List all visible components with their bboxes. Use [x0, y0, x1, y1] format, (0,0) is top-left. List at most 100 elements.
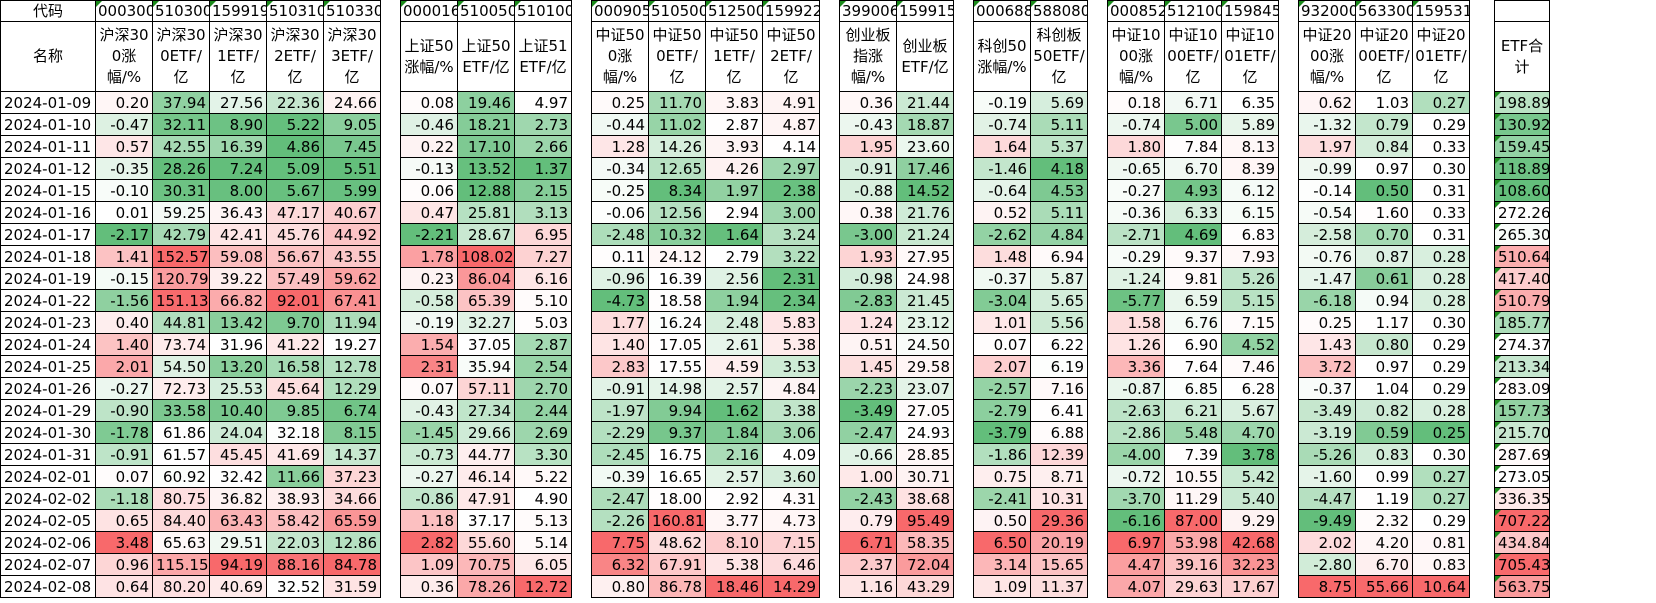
- value-cell[interactable]: 72.04: [896, 553, 954, 576]
- value-cell[interactable]: 7.84: [1164, 135, 1222, 158]
- value-cell[interactable]: 4.07: [1107, 575, 1165, 598]
- value-cell[interactable]: 0.61: [1355, 267, 1413, 290]
- value-cell[interactable]: -0.29: [1107, 245, 1165, 268]
- value-cell[interactable]: -0.86: [400, 487, 458, 510]
- value-cell[interactable]: 0.30: [1412, 443, 1470, 466]
- value-cell[interactable]: -2.62: [973, 223, 1031, 246]
- value-cell[interactable]: 78.26: [457, 575, 515, 598]
- value-cell[interactable]: 1.26: [1107, 333, 1165, 356]
- value-cell[interactable]: -1.60: [1298, 465, 1356, 488]
- value-cell[interactable]: 2.82: [400, 531, 458, 554]
- value-cell[interactable]: 2.73: [514, 113, 572, 136]
- value-cell[interactable]: -0.91: [839, 157, 897, 180]
- value-cell[interactable]: 1.19: [1355, 487, 1413, 510]
- value-cell[interactable]: 0.52: [973, 201, 1031, 224]
- value-cell[interactable]: 11.70: [648, 91, 706, 114]
- value-cell[interactable]: 213.34: [1494, 355, 1550, 378]
- value-cell[interactable]: -0.91: [95, 443, 153, 466]
- value-cell[interactable]: 434.84: [1494, 531, 1550, 554]
- value-cell[interactable]: 32.42: [209, 465, 267, 488]
- value-cell[interactable]: -0.44: [591, 113, 649, 136]
- value-cell[interactable]: -0.06: [591, 201, 649, 224]
- value-cell[interactable]: 37.17: [457, 509, 515, 532]
- value-cell[interactable]: 23.07: [896, 377, 954, 400]
- value-cell[interactable]: 29.66: [457, 421, 515, 444]
- value-cell[interactable]: 45.64: [266, 377, 324, 400]
- code-header-label[interactable]: 代码: [0, 0, 96, 22]
- value-cell[interactable]: 0.25: [1412, 421, 1470, 444]
- column-name-cell[interactable]: 中证1000ETF/亿: [1164, 21, 1222, 92]
- value-cell[interactable]: 20.19: [1030, 531, 1088, 554]
- value-cell[interactable]: 4.53: [1030, 179, 1088, 202]
- value-cell[interactable]: 272.26: [1494, 201, 1550, 224]
- value-cell[interactable]: 0.83: [1355, 443, 1413, 466]
- value-cell[interactable]: 3.22: [762, 245, 820, 268]
- value-cell[interactable]: 23.60: [896, 135, 954, 158]
- value-cell[interactable]: 1.94: [705, 289, 763, 312]
- value-cell[interactable]: 31.96: [209, 333, 267, 356]
- value-cell[interactable]: 0.29: [1412, 333, 1470, 356]
- date-cell[interactable]: 2024-02-06: [0, 531, 96, 554]
- value-cell[interactable]: 2.92: [705, 487, 763, 510]
- value-cell[interactable]: -3.70: [1107, 487, 1165, 510]
- code-cell[interactable]: 932000: [1298, 0, 1356, 22]
- value-cell[interactable]: 9.37: [1164, 245, 1222, 268]
- value-cell[interactable]: 5.51: [323, 157, 381, 180]
- value-cell[interactable]: -0.13: [400, 157, 458, 180]
- value-cell[interactable]: 3.93: [705, 135, 763, 158]
- value-cell[interactable]: 24.12: [648, 245, 706, 268]
- value-cell[interactable]: 1.77: [591, 311, 649, 334]
- value-cell[interactable]: 38.93: [266, 487, 324, 510]
- value-cell[interactable]: 36.82: [209, 487, 267, 510]
- column-name-cell[interactable]: 中证500ETF/亿: [648, 21, 706, 92]
- value-cell[interactable]: 7.15: [1221, 311, 1279, 334]
- value-cell[interactable]: 3.83: [705, 91, 763, 114]
- value-cell[interactable]: -1.32: [1298, 113, 1356, 136]
- value-cell[interactable]: 4.90: [514, 487, 572, 510]
- value-cell[interactable]: 1.80: [1107, 135, 1165, 158]
- value-cell[interactable]: -0.65: [1107, 157, 1165, 180]
- value-cell[interactable]: 37.05: [457, 333, 515, 356]
- value-cell[interactable]: 13.42: [209, 311, 267, 334]
- value-cell[interactable]: 4.70: [1221, 421, 1279, 444]
- value-cell[interactable]: -2.48: [591, 223, 649, 246]
- value-cell[interactable]: -0.43: [400, 399, 458, 422]
- code-cell[interactable]: 510330: [323, 0, 381, 22]
- value-cell[interactable]: 13.20: [209, 355, 267, 378]
- value-cell[interactable]: 120.79: [152, 267, 210, 290]
- value-cell[interactable]: -3.04: [973, 289, 1031, 312]
- value-cell[interactable]: 1.09: [400, 553, 458, 576]
- value-cell[interactable]: 1.28: [591, 135, 649, 158]
- value-cell[interactable]: 95.49: [896, 509, 954, 532]
- value-cell[interactable]: 2.70: [514, 377, 572, 400]
- value-cell[interactable]: 2.87: [514, 333, 572, 356]
- value-cell[interactable]: -0.74: [973, 113, 1031, 136]
- date-cell[interactable]: 2024-01-25: [0, 355, 96, 378]
- value-cell[interactable]: -1.45: [400, 421, 458, 444]
- value-cell[interactable]: 0.51: [839, 333, 897, 356]
- value-cell[interactable]: -0.27: [1107, 179, 1165, 202]
- value-cell[interactable]: 6.94: [1030, 245, 1088, 268]
- value-cell[interactable]: 80.75: [152, 487, 210, 510]
- value-cell[interactable]: 0.22: [400, 135, 458, 158]
- value-cell[interactable]: 43.29: [896, 575, 954, 598]
- value-cell[interactable]: -0.35: [95, 157, 153, 180]
- value-cell[interactable]: -2.26: [591, 509, 649, 532]
- value-cell[interactable]: 29.63: [1164, 575, 1222, 598]
- value-cell[interactable]: 6.12: [1221, 179, 1279, 202]
- value-cell[interactable]: -3.19: [1298, 421, 1356, 444]
- value-cell[interactable]: 6.41: [1030, 399, 1088, 422]
- value-cell[interactable]: 5.48: [1164, 421, 1222, 444]
- value-cell[interactable]: -2.83: [839, 289, 897, 312]
- value-cell[interactable]: 6.46: [762, 553, 820, 576]
- value-cell[interactable]: 6.32: [591, 553, 649, 576]
- value-cell[interactable]: 10.40: [209, 399, 267, 422]
- value-cell[interactable]: 1.95: [839, 135, 897, 158]
- value-cell[interactable]: 6.21: [1164, 399, 1222, 422]
- value-cell[interactable]: 8.39: [1221, 157, 1279, 180]
- value-cell[interactable]: -1.78: [95, 421, 153, 444]
- column-name-cell[interactable]: 上证50ETF/亿: [457, 21, 515, 92]
- value-cell[interactable]: 0.11: [591, 245, 649, 268]
- value-cell[interactable]: 3.77: [705, 509, 763, 532]
- value-cell[interactable]: -2.47: [839, 421, 897, 444]
